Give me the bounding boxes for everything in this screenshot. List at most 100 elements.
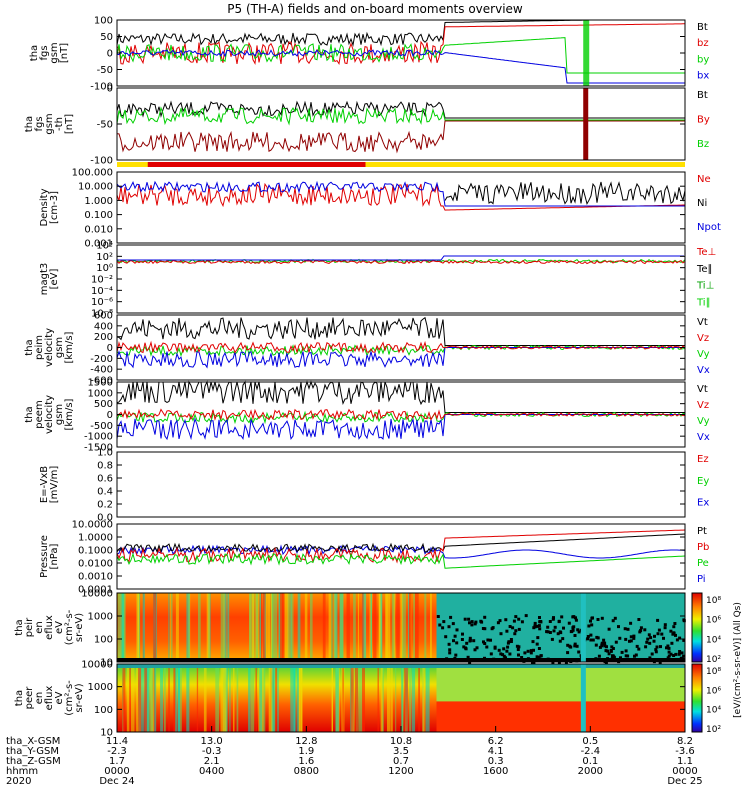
spectrogram-noise (573, 644, 577, 648)
spectrogram-stripe (138, 664, 142, 732)
y-axis-label: peem (34, 400, 45, 428)
ephemeris-value: 1.7 (109, 756, 125, 767)
spectrogram-stripe (414, 593, 419, 662)
spectrogram-noise (677, 652, 681, 656)
spectrogram-stripe (404, 664, 408, 732)
spectrogram-noise (557, 661, 561, 665)
spectrogram-noise (444, 635, 448, 639)
spectrogram-noise (682, 654, 686, 658)
spectrogram-noise (586, 637, 590, 641)
spectrogram-stripe (129, 664, 131, 732)
spectrogram-stripe (168, 664, 170, 732)
legend-ti⊥: Ti⊥ (696, 281, 714, 292)
y-tick-label: 10⁴ (96, 241, 113, 252)
y-tick-label: 1.0000 (78, 533, 113, 544)
spectrogram-noise (529, 651, 533, 655)
ephemeris-value: 8.2 (677, 736, 693, 747)
spectrogram-noise (504, 656, 507, 660)
spectrogram-noise (436, 615, 440, 618)
spectrogram-noise (575, 644, 579, 648)
trace-bt (116, 19, 685, 47)
spectrogram-stripe (390, 664, 393, 732)
spectrogram-noise (509, 640, 513, 643)
spectrogram-stripe (261, 593, 263, 662)
spectrogram-noise (539, 620, 543, 623)
spectrogram-noise (610, 645, 614, 649)
y-tick-label: 1.000 (84, 196, 113, 207)
spectrogram-stripe (297, 593, 301, 662)
y-axis-label: tha (24, 406, 35, 422)
spectrogram-noise (680, 651, 684, 655)
colorbar-tick-label: 10⁶ (706, 616, 721, 626)
spectrogram-noise (489, 652, 493, 656)
spectrogram-noise (589, 633, 593, 637)
legend-pe: Pe (697, 558, 709, 569)
spectrogram-noise (626, 627, 630, 631)
spectrogram-stripe (186, 664, 190, 732)
spectrogram-stripe (385, 593, 388, 662)
spectrogram-late-core (436, 701, 685, 732)
y-axis-label: tha (24, 339, 35, 355)
spectrogram-noise (634, 653, 638, 657)
spectrogram-stripe (277, 664, 279, 732)
plot-title: P5 (TH-A) fields and on-board moments ov… (227, 2, 523, 16)
spectrogram-noise (666, 656, 670, 660)
spectrogram-noise (629, 639, 633, 643)
spectrogram-noise (460, 638, 464, 641)
spectrogram-noise (473, 648, 477, 652)
spectrogram-stripe (331, 593, 334, 662)
spectrogram-noise (656, 618, 660, 622)
ephemeris-value: -2.3 (107, 746, 127, 757)
spectrogram-noise (643, 628, 647, 632)
spectrogram-noise (493, 646, 497, 650)
spectrogram-noise (654, 650, 658, 654)
y-tick-label: 0.0001 (78, 585, 113, 596)
spectrogram-stripe (396, 593, 400, 662)
spectrogram-noise (449, 615, 453, 619)
spectrogram-stripe (391, 593, 395, 662)
spectrogram-stripe (284, 593, 289, 662)
legend-bz: bz (697, 38, 709, 49)
spectrogram-stripe (290, 664, 294, 732)
spectrogram-noise (663, 623, 667, 627)
spectrogram-stripe (387, 664, 391, 732)
y-tick-label: 0.001 (84, 239, 113, 250)
legend-vy: Vy (697, 416, 710, 427)
legend-bx: bx (697, 71, 709, 82)
y-tick-label: 10 (100, 658, 113, 669)
spectrogram-stripe (362, 664, 365, 732)
year-label: 2020 (6, 776, 31, 787)
spectrogram-noise (663, 626, 667, 630)
spectrogram-noise (657, 628, 661, 632)
y-axis-label: [km/s] (64, 398, 75, 430)
panel-fgs-dtheta: 0 -50 -100 tha fgs gsm -th [nT] Bt By Bz (24, 84, 710, 167)
spectrogram-noise (654, 648, 658, 652)
spectrogram-noise (611, 647, 615, 650)
spectrogram-noise (669, 652, 673, 656)
spectrogram-stripe (220, 664, 224, 732)
spectrogram-noise (535, 642, 539, 646)
y-axis-label: [mV/m] (49, 466, 60, 504)
time-tick-label: 1200 (388, 766, 413, 777)
y-tick-label: -100 (90, 156, 113, 167)
y-tick-label: 1500 (88, 378, 113, 389)
spectrogram-stripe (259, 664, 262, 732)
spectrogram-stripe (370, 593, 372, 662)
panel-frame (116, 87, 686, 161)
ephemeris-value: 0.3 (488, 756, 504, 767)
colorbar-tick-label: 10⁸ (706, 596, 721, 606)
trace-tpar (117, 255, 684, 261)
spectrogram-noise (603, 641, 607, 645)
spectrogram-stripe (418, 664, 420, 732)
spectrogram-stripe (290, 593, 294, 662)
spectrogram-stripe (224, 593, 227, 662)
y-tick-label: 100 (94, 705, 113, 716)
y-tick-label: 0.2 (97, 500, 113, 511)
spectrogram-noise (514, 615, 518, 619)
spectrogram-noise (674, 652, 678, 656)
y-axis-label: [cm-3] (49, 191, 60, 224)
ephemeris-value: 0.7 (393, 756, 409, 767)
spectrogram-noise (650, 652, 654, 656)
panel-peer-spectrogram: 10000 1000 100 10 tha peer en eflux eV (cm²-s-sr-… (14, 660, 686, 739)
